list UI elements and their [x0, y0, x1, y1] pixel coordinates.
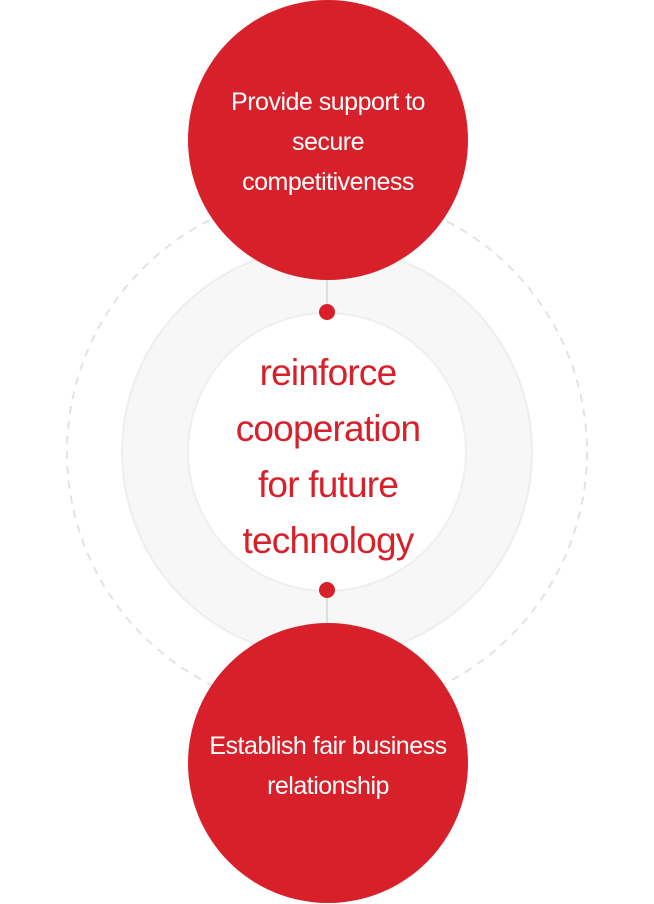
connector-dot-bottom: [319, 582, 335, 598]
top-goal-text: Provide support to secure competitivenes…: [231, 88, 425, 196]
center-goal-text: reinforce cooperation for future technol…: [235, 352, 421, 561]
bottom-goal-text: Establish fair business relationship: [209, 732, 447, 800]
bottom-goal-label: Establish fair business relationship: [189, 706, 467, 826]
connector-dot-top: [319, 304, 335, 320]
center-goal-label: reinforce cooperation for future technol…: [193, 342, 463, 572]
inner-disc: [188, 313, 466, 591]
top-goal-circle: [188, 0, 468, 280]
top-goal-label: Provide support to secure competitivenes…: [189, 62, 467, 222]
bottom-goal-circle: [188, 623, 468, 903]
